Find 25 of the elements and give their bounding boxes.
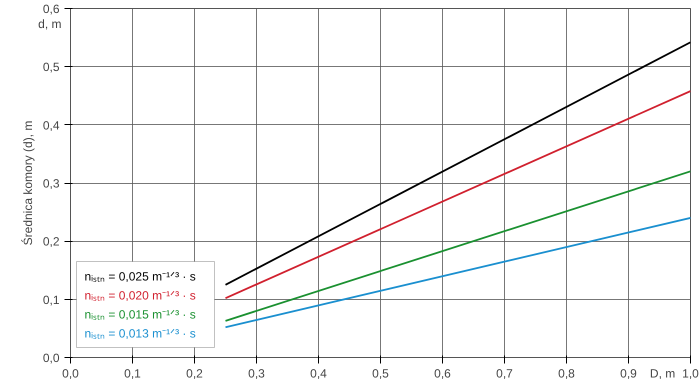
text: nᵢₛₜₙ = 0,020 m⁻¹ᐟ³ · s (84, 288, 196, 302)
x-tick-label: 0,0 (62, 366, 80, 380)
y-tick-label: 0,1 (42, 292, 60, 307)
x-tick-label: 0,8 (558, 366, 576, 380)
text: nᵢₛₜₙ = 0,013 m⁻¹ᐟ³ · s (84, 326, 196, 340)
y-tick-label: 0,2 (42, 234, 60, 249)
y-tick-label: 0,6 (42, 2, 60, 16)
x-tick-label: 0,1 (124, 366, 142, 380)
x-tick-label: 1,0 (682, 366, 700, 380)
y-tick-label: 0,3 (42, 176, 60, 190)
x-tick-label: 0,6 (434, 366, 452, 380)
y-tick-label: 0,0 (42, 351, 60, 365)
y-tick-label: 0,4 (42, 118, 60, 132)
y-axis-title: Średnica komory (d), m (21, 120, 36, 246)
y-tick-label: 0,5 (42, 60, 60, 74)
x-tick-label: 0,2 (186, 366, 204, 380)
x-tick-label: 0,3 (248, 366, 266, 380)
x-tick-label: 0,4 (310, 366, 328, 380)
text: nᵢₛₜₙ = 0,025 m⁻¹ᐟ³ · s (84, 270, 196, 284)
x-tick-label: 0,9 (620, 366, 638, 380)
x-axis-title: D, m (650, 366, 676, 380)
x-tick-label: 0,7 (496, 366, 514, 380)
text: nᵢₛₜₙ = 0,015 m⁻¹ᐟ³ · s (84, 308, 196, 322)
text: d, m (38, 17, 62, 32)
x-tick-label: 0,5 (372, 366, 390, 380)
